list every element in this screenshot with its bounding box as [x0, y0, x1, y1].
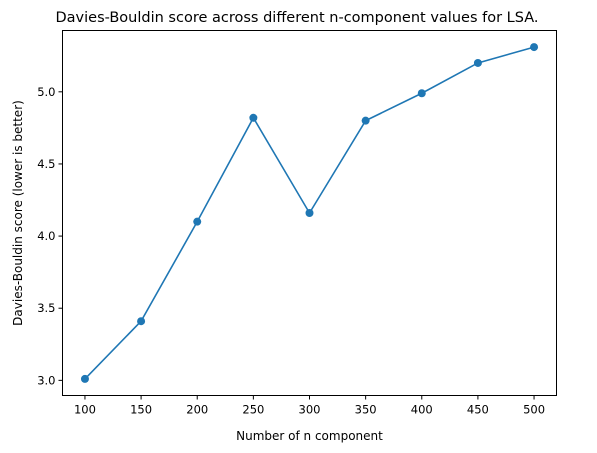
y-axis-label: Davies-Bouldin score (lower is better) [11, 100, 25, 326]
x-tick-label: 500 [523, 403, 545, 417]
data-point [193, 217, 202, 226]
x-tick-label: 100 [74, 403, 96, 417]
y-tick-label: 3.0 [37, 373, 55, 387]
chart-title: Davies-Bouldin score across different n-… [56, 10, 539, 26]
x-tick-label: 250 [242, 403, 264, 417]
x-axis-label: Number of n component [236, 429, 383, 443]
data-point [80, 374, 89, 383]
x-tick-label: 450 [467, 403, 489, 417]
y-axis: 3.0 3.5 4.0 4.5 5.0 [37, 85, 63, 387]
x-tick-label: 350 [355, 403, 377, 417]
x-tick-label: 400 [411, 403, 433, 417]
data-point [305, 209, 314, 217]
y-tick-label: 3.5 [37, 301, 55, 315]
x-axis: 100 150 200 250 300 350 400 450 500 [74, 395, 545, 417]
x-tick-label: 150 [130, 403, 152, 417]
data-point [361, 116, 370, 125]
data-point [249, 113, 258, 122]
data-point [473, 58, 482, 67]
x-tick-label: 300 [299, 403, 321, 417]
y-tick-label: 5.0 [37, 85, 55, 99]
data-point [530, 43, 539, 52]
y-tick-label: 4.0 [37, 229, 55, 243]
x-tick-label: 200 [186, 403, 208, 417]
data-point [137, 317, 146, 326]
data-point [417, 89, 426, 98]
series-points [80, 43, 539, 383]
y-tick-label: 4.5 [37, 157, 55, 171]
